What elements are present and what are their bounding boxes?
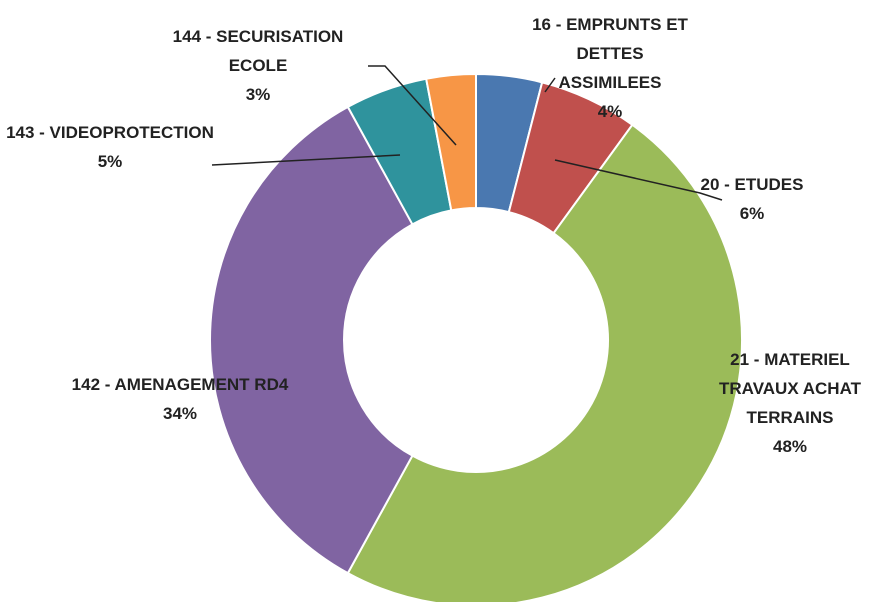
leader-lines xyxy=(211,65,723,201)
donut-segment xyxy=(209,105,414,575)
leader-line xyxy=(368,65,457,146)
value-label: 34% xyxy=(162,404,198,423)
category-label: 21 - MATERIEL TRAVAUX ACHAT TERRAINS xyxy=(719,350,861,427)
segment-label: 21 - MATERIEL TRAVAUX ACHAT TERRAINS 48% xyxy=(705,345,875,461)
segment-label: 143 - VIDEOPROTECTION 5% xyxy=(5,118,215,176)
value-label: 4% xyxy=(597,102,623,121)
donut-segment xyxy=(346,123,743,602)
category-label: 16 - EMPRUNTS ET DETTES ASSIMILEES xyxy=(532,15,688,92)
segment-label: 142 - AMENAGEMENT RD4 34% xyxy=(70,370,290,428)
category-label: 20 - ETUDES xyxy=(700,175,804,194)
segment-label: 144 - SECURISATION ECOLE 3% xyxy=(148,22,368,109)
value-label: 48% xyxy=(772,437,808,456)
value-label: 6% xyxy=(739,204,765,223)
value-label: 3% xyxy=(245,85,271,104)
category-label: 142 - AMENAGEMENT RD4 xyxy=(71,375,289,394)
segment-label: 16 - EMPRUNTS ET DETTES ASSIMILEES 4% xyxy=(525,10,695,126)
donut-segment xyxy=(424,72,477,212)
leader-line xyxy=(211,154,401,166)
category-label: 143 - VIDEOPROTECTION xyxy=(6,123,214,142)
leader-line xyxy=(554,159,723,201)
leader-line xyxy=(544,77,556,93)
value-label: 5% xyxy=(97,152,123,171)
category-label: 144 - SECURISATION ECOLE xyxy=(172,27,344,75)
segment-label: 20 - ETUDES 6% xyxy=(687,170,817,228)
